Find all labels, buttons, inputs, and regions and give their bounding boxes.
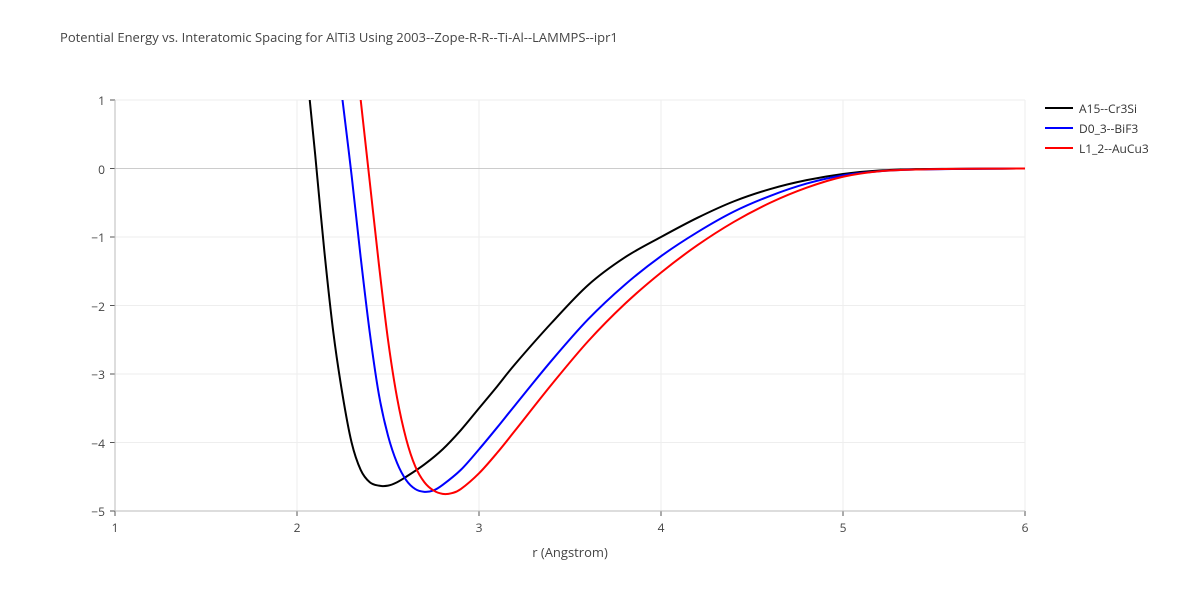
x-tick-label: 3 [459,519,499,536]
series-A15--Cr3Si [310,100,1025,486]
series-L1_2--AuCu3 [361,100,1025,494]
legend-label: D0_3--BiF3 [1079,120,1138,137]
legend: A15--Cr3Si D0_3--BiF3 L1_2--AuCu3 [1045,98,1149,158]
chart-plot-area [0,0,1200,600]
series-group [310,100,1025,494]
legend-swatch [1045,147,1073,149]
legend-item[interactable]: D0_3--BiF3 [1045,118,1149,138]
series-D0_3--BiF3 [343,100,1026,492]
x-tick-label: 2 [277,519,317,536]
y-tick-label: −5 [91,503,105,520]
y-tick-label: 0 [98,161,105,178]
x-tick-label: 4 [641,519,681,536]
x-tick-label: 1 [95,519,135,536]
y-tick-label: −4 [91,435,105,452]
legend-item[interactable]: A15--Cr3Si [1045,98,1149,118]
legend-label: L1_2--AuCu3 [1079,140,1149,157]
y-tick-label: −1 [91,229,105,246]
legend-label: A15--Cr3Si [1079,100,1137,117]
y-tick-label: −3 [91,366,105,383]
x-tick-label: 6 [1005,519,1045,536]
x-tick-label: 5 [823,519,863,536]
y-tick-label: −2 [91,298,105,315]
legend-item[interactable]: L1_2--AuCu3 [1045,138,1149,158]
legend-swatch [1045,107,1073,109]
legend-swatch [1045,127,1073,129]
y-tick-label: 1 [98,92,105,109]
